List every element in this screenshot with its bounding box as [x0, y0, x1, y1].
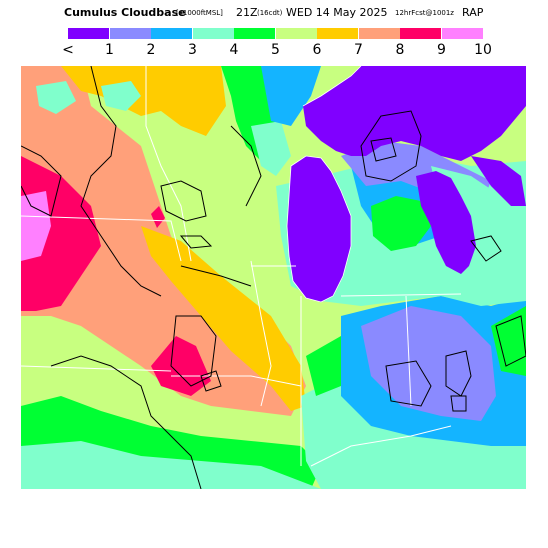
contour-6 — [200, 370, 222, 392]
lake-huron — [416, 171, 476, 274]
state-borders — [21, 66, 462, 467]
legend-label-7: 7 — [354, 42, 363, 58]
legend-swatch-8 — [400, 28, 441, 39]
legend-swatch-4 — [234, 28, 275, 39]
chart-title: Cumulus Cloudbase — [64, 6, 186, 19]
border-mn-wi — [145, 66, 192, 262]
legend-label-3: 3 — [188, 42, 197, 58]
contour-15 — [470, 235, 502, 262]
contour-5 — [170, 315, 217, 387]
region-west-6 — [61, 66, 226, 136]
legend-label-8: 8 — [395, 42, 405, 58]
legend-swatch-5 — [275, 28, 317, 39]
legend-label-2: 2 — [146, 42, 156, 58]
valid-time: 21Z — [236, 6, 258, 19]
contour-13 — [450, 395, 467, 412]
legend-label-4: 4 — [229, 42, 239, 58]
border-ky — [310, 425, 452, 467]
legend-label-5: 5 — [271, 42, 280, 58]
model-name: RAP — [462, 6, 484, 19]
lake-huron-bay — [471, 156, 526, 206]
border-oh-mi — [340, 293, 462, 297]
color-legend: <1 2 3 4 5 6 7 8 9 10 — [60, 26, 492, 66]
contour-7 — [180, 265, 252, 287]
region-north-2 — [261, 66, 321, 126]
contour-8 — [230, 125, 262, 207]
region-south-3 — [21, 441, 321, 489]
legend-swatch-0 — [68, 28, 109, 39]
legend-label-6: 6 — [312, 42, 322, 58]
contour-16 — [50, 355, 202, 489]
legend-swatch-9 — [441, 28, 483, 39]
cloudbase-map — [21, 66, 526, 489]
region-pink-9 — [21, 191, 51, 261]
lake-outline — [286, 66, 362, 303]
contour-9 — [360, 110, 422, 182]
legend-label-1: 1 — [105, 42, 114, 58]
region-red-small — [151, 206, 165, 228]
border-mo-ks — [21, 365, 172, 372]
region-se-4b — [491, 306, 526, 376]
border-mn-ia — [21, 215, 182, 262]
contour-3 — [160, 180, 207, 222]
legend-swatch-2 — [151, 28, 192, 39]
legend-swatch-7 — [358, 28, 400, 39]
legend-swatch-3 — [192, 28, 234, 39]
contours — [21, 66, 526, 489]
region-west-6b — [141, 226, 306, 411]
legend-swatch-1 — [109, 28, 151, 39]
contour-1 — [21, 145, 62, 217]
lake-michigan — [287, 156, 351, 302]
contour-14 — [495, 315, 526, 367]
run-info: 12hrFcst@1001z — [395, 9, 454, 17]
contour-11 — [385, 360, 432, 407]
contour-10 — [370, 137, 397, 162]
region-red-center — [151, 336, 211, 396]
region-se-1 — [361, 306, 496, 421]
contour-4 — [179, 235, 213, 249]
contour-2 — [80, 66, 162, 297]
border-ia-il — [250, 260, 272, 407]
forecast-date: WED 14 May 2025 — [286, 6, 388, 19]
region-nw-3 — [101, 81, 141, 111]
legend-label-0: < — [62, 42, 74, 58]
legend-label-9: 9 — [437, 42, 446, 58]
lake-superior — [303, 66, 526, 161]
legend-label-10: 10 — [474, 42, 492, 58]
border-in-oh — [405, 295, 412, 407]
contour-12 — [445, 350, 472, 397]
region-michigan-4 — [371, 196, 431, 251]
border-ia-mo — [171, 375, 302, 387]
region-nw-3b — [36, 81, 76, 114]
units-label: [x1000ftMSL] — [176, 9, 223, 17]
local-time: (16cdt) — [257, 9, 283, 17]
title-bar: Cumulus Cloudbase [x1000ftMSL] 21Z (16cd… — [0, 4, 548, 22]
region-north-3 — [251, 121, 291, 176]
legend-swatch-6 — [317, 28, 358, 39]
